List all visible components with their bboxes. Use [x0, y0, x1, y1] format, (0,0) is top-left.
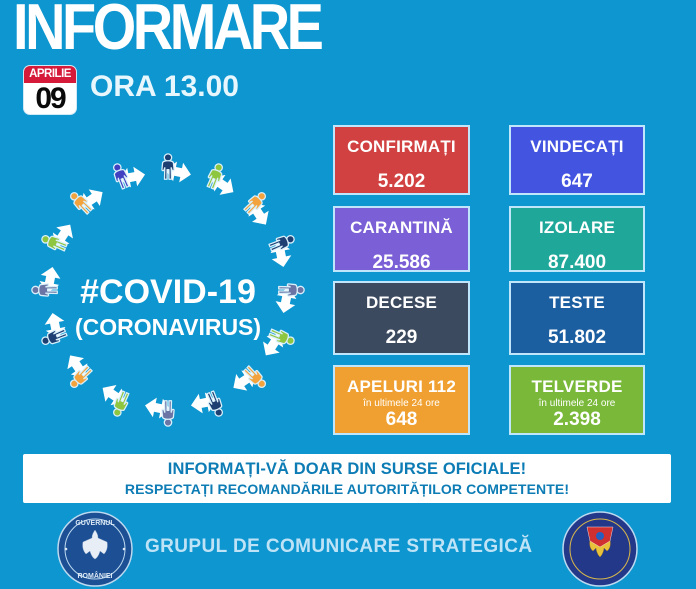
svg-text:GUVERNUL: GUVERNUL	[75, 520, 115, 527]
svg-text:(CORONAVIRUS): (CORONAVIRUS)	[75, 314, 261, 340]
svg-text:ROMÂNIEI: ROMÂNIEI	[78, 571, 113, 580]
svg-text:#COVID-19: #COVID-19	[80, 273, 256, 311]
